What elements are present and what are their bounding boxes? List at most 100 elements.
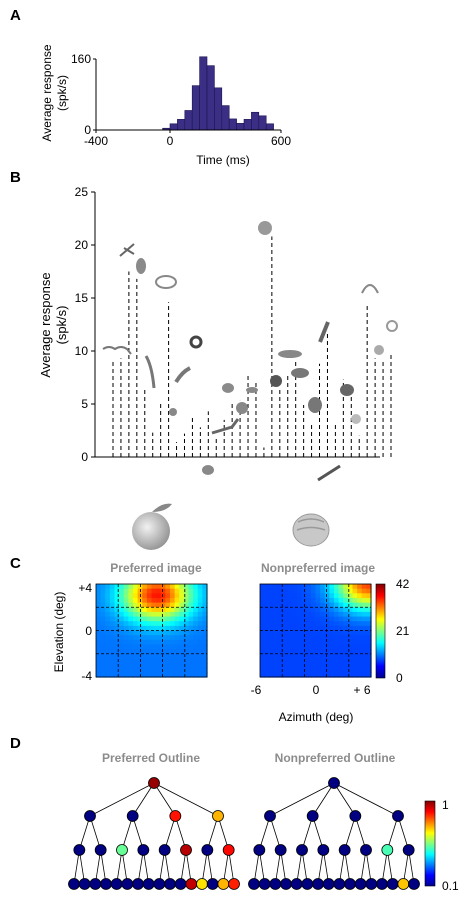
heatmap-cell: [165, 644, 170, 649]
heatmap-cell: [115, 617, 120, 622]
heatmap-cell: [165, 635, 170, 640]
heatmap-cell: [105, 663, 110, 668]
heatmap-cell: [133, 658, 138, 663]
heatmap-cell: [297, 607, 302, 612]
heatmap-cell: [128, 593, 133, 598]
heatmap-cell: [306, 654, 311, 659]
heatmap-cell: [288, 654, 293, 659]
heatmap-cell: [161, 607, 166, 612]
heatmap-cell: [96, 635, 101, 640]
heatmap-cell: [288, 607, 293, 612]
y-tick-label: 10: [75, 344, 89, 358]
heatmap-cell: [353, 640, 358, 645]
tree-node: [318, 845, 329, 856]
tree-node: [69, 879, 80, 890]
heatmap-cell: [353, 658, 358, 663]
heatmap-cell: [115, 631, 120, 636]
heatmap-cell: [161, 598, 166, 603]
heatmap-cell: [101, 621, 106, 626]
heatmap-cell: [175, 658, 180, 663]
panel-d-outline-trees: Preferred Outline Nonpreferred Outline 1…: [69, 751, 460, 893]
heatmap-cell: [170, 631, 175, 636]
heatmap-cell: [161, 658, 166, 663]
heatmap-cell: [156, 607, 161, 612]
heatmap-cell: [119, 658, 124, 663]
heatmap-cell: [170, 589, 175, 594]
heatmap-cell: [110, 631, 115, 636]
heatmap-cell: [265, 658, 270, 663]
heatmap-cell: [320, 617, 325, 622]
heatmap-cell: [110, 658, 115, 663]
leaf-branch-icon: [212, 419, 238, 433]
heatmap-cell: [316, 607, 321, 612]
heatmap-cell: [292, 663, 297, 668]
heatmap-cell: [193, 612, 198, 617]
heatmap-cell: [179, 584, 184, 589]
heatmap-cell: [325, 663, 330, 668]
heatmap-cell: [362, 663, 367, 668]
heatmap-cell: [110, 617, 115, 622]
heatmap-cell: [175, 631, 180, 636]
heatmap-cell: [152, 617, 157, 622]
heatmap-cell: [320, 640, 325, 645]
heatmap-cell: [316, 635, 321, 640]
heatmap-cell: [362, 621, 367, 626]
heatmap-cell: [96, 621, 101, 626]
heatmap-cell: [101, 631, 106, 636]
heatmap-cell: [269, 607, 274, 612]
heatmap-cell: [101, 668, 106, 673]
heatmap-cell: [175, 668, 180, 673]
heatmap-cell: [96, 584, 101, 589]
heatmap-cell: [279, 631, 284, 636]
heatmap-cell: [119, 654, 124, 659]
heatmap-cell: [110, 593, 115, 598]
heatmap-cell: [311, 668, 316, 673]
heatmap-cell: [353, 631, 358, 636]
heatmap-cell: [329, 598, 334, 603]
heatmap-cell: [101, 598, 106, 603]
heatmap-cell: [274, 644, 279, 649]
heatmap-cell: [128, 658, 133, 663]
toy-figure-icon: [136, 258, 146, 274]
heatmap-cell: [165, 654, 170, 659]
heatmap-cell: [306, 663, 311, 668]
heatmap-cell: [362, 658, 367, 663]
heatmap-cell: [161, 631, 166, 636]
heatmap-cell: [193, 593, 198, 598]
heatmap-cell: [269, 589, 274, 594]
heatmap-cell: [260, 593, 265, 598]
heatmap-cell: [124, 631, 129, 636]
panel-c-receptive-fields: Preferred image Nonpreferred image 42 21…: [52, 504, 410, 724]
heatmap-cell: [115, 584, 120, 589]
heatmap-cell: [283, 635, 288, 640]
heatmap-cell: [320, 584, 325, 589]
heatmap-cell: [325, 598, 330, 603]
tree-node: [154, 879, 165, 890]
panel-b-object-responses: 0510152025 Average response (spk/s): [38, 185, 397, 480]
panel-letter-b: B: [10, 169, 21, 186]
heatmap-cell: [288, 663, 293, 668]
heatmap-cell: [292, 654, 297, 659]
heatmap-cell: [170, 621, 175, 626]
preferred-image-apple: [132, 504, 172, 550]
heatmap-cell: [353, 612, 358, 617]
heatmap-cell: [339, 663, 344, 668]
tree-node: [85, 811, 96, 822]
heatmap-cell: [170, 593, 175, 598]
x-tick-mid: 0: [313, 683, 320, 697]
heatmap-cell: [260, 658, 265, 663]
heatmap-cell: [119, 644, 124, 649]
heatmap-cell: [283, 631, 288, 636]
heatmap-cell: [189, 635, 194, 640]
heatmap-cell: [101, 644, 106, 649]
heatmap-cell: [193, 621, 198, 626]
heatmap-cell: [110, 584, 115, 589]
heatmap-cell: [274, 607, 279, 612]
heatmap-cell: [325, 607, 330, 612]
heatmap-cell: [96, 593, 101, 598]
heatmap-cell: [124, 593, 129, 598]
heatmap-cell: [320, 631, 325, 636]
tree-node: [111, 879, 122, 890]
heatmap-cell: [353, 621, 358, 626]
tree-node: [143, 879, 154, 890]
